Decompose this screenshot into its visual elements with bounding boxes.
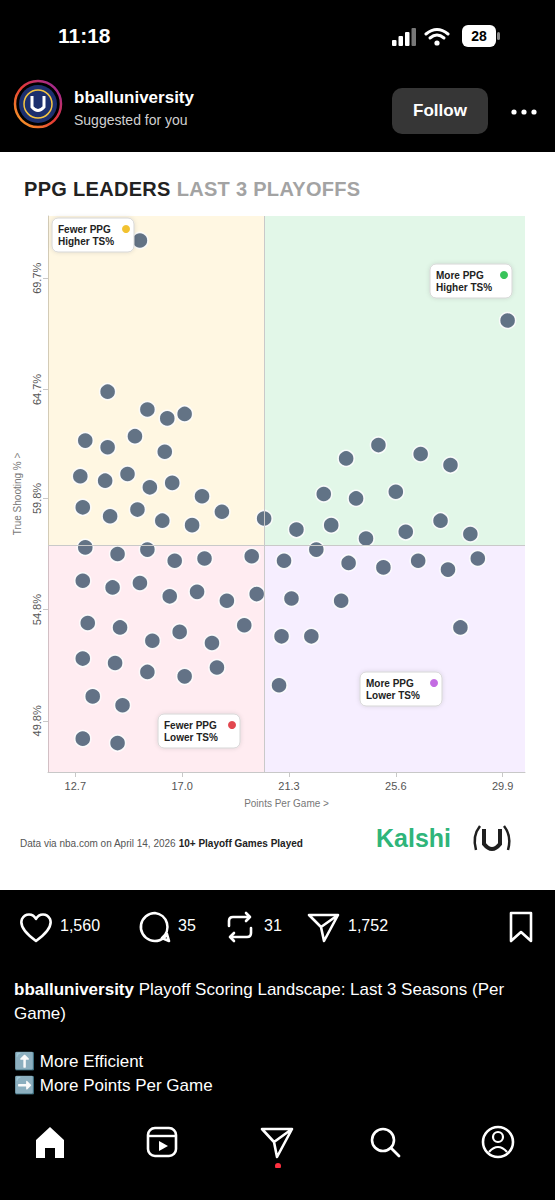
svg-text:64.7%: 64.7% <box>31 374 43 405</box>
html-text:bballuniversity: bballuniversity <box>74 88 194 107</box>
html-text:bballuniversity Playoff Scorin: bballuniversity Playoff Scoring Landscap… <box>14 980 505 1023</box>
svg-text:More PPG: More PPG <box>436 270 484 281</box>
svg-text:Points Per Game >: Points Per Game > <box>244 798 329 809</box>
svg-text:59.8%: 59.8% <box>31 483 43 514</box>
svg-text:54.8%: 54.8% <box>31 594 43 625</box>
html-text:1,560: 1,560 <box>60 917 100 934</box>
svg-text:21.3: 21.3 <box>278 780 299 792</box>
html-text:35: 35 <box>178 917 196 934</box>
svg-text:12.7: 12.7 <box>65 780 86 792</box>
html-text:1,752: 1,752 <box>348 917 388 934</box>
html-text:Suggested for you: Suggested for you <box>74 112 188 128</box>
html-text:11:18: 11:18 <box>58 24 111 47</box>
html-text:Kalshi: Kalshi <box>376 824 451 852</box>
svg-text:17.0: 17.0 <box>171 780 192 792</box>
svg-text:Lower TS%: Lower TS% <box>164 732 218 743</box>
svg-text:More PPG: More PPG <box>366 678 414 689</box>
svg-text:Fewer PPG: Fewer PPG <box>58 224 111 235</box>
html-text:Data via nba.com on April 14,: Data via nba.com on April 14, 2026 10+ P… <box>20 838 303 849</box>
html-text:➡️ More Points Per Game: ➡️ More Points Per Game <box>14 1076 213 1095</box>
html-text:31: 31 <box>264 917 282 934</box>
html-text:PPG LEADERS LAST 3 PLAYOFFS: PPG LEADERS LAST 3 PLAYOFFS <box>24 178 361 200</box>
svg-text:49.8%: 49.8% <box>31 705 43 736</box>
svg-text:True Shooting % >: True Shooting % > <box>12 452 23 535</box>
html-text:28: 28 <box>471 28 487 44</box>
svg-text:Higher TS%: Higher TS% <box>436 282 492 293</box>
svg-text:Lower TS%: Lower TS% <box>366 690 420 701</box>
svg-text:Higher TS%: Higher TS% <box>58 236 114 247</box>
html-text:⬆️ More Efficient: ⬆️ More Efficient <box>14 1052 144 1071</box>
svg-text:29.9: 29.9 <box>492 780 513 792</box>
svg-text:69.7%: 69.7% <box>31 262 43 293</box>
svg-text:25.6: 25.6 <box>385 780 406 792</box>
html-text:Follow: Follow <box>413 101 467 120</box>
svg-text:Fewer PPG: Fewer PPG <box>164 720 217 731</box>
